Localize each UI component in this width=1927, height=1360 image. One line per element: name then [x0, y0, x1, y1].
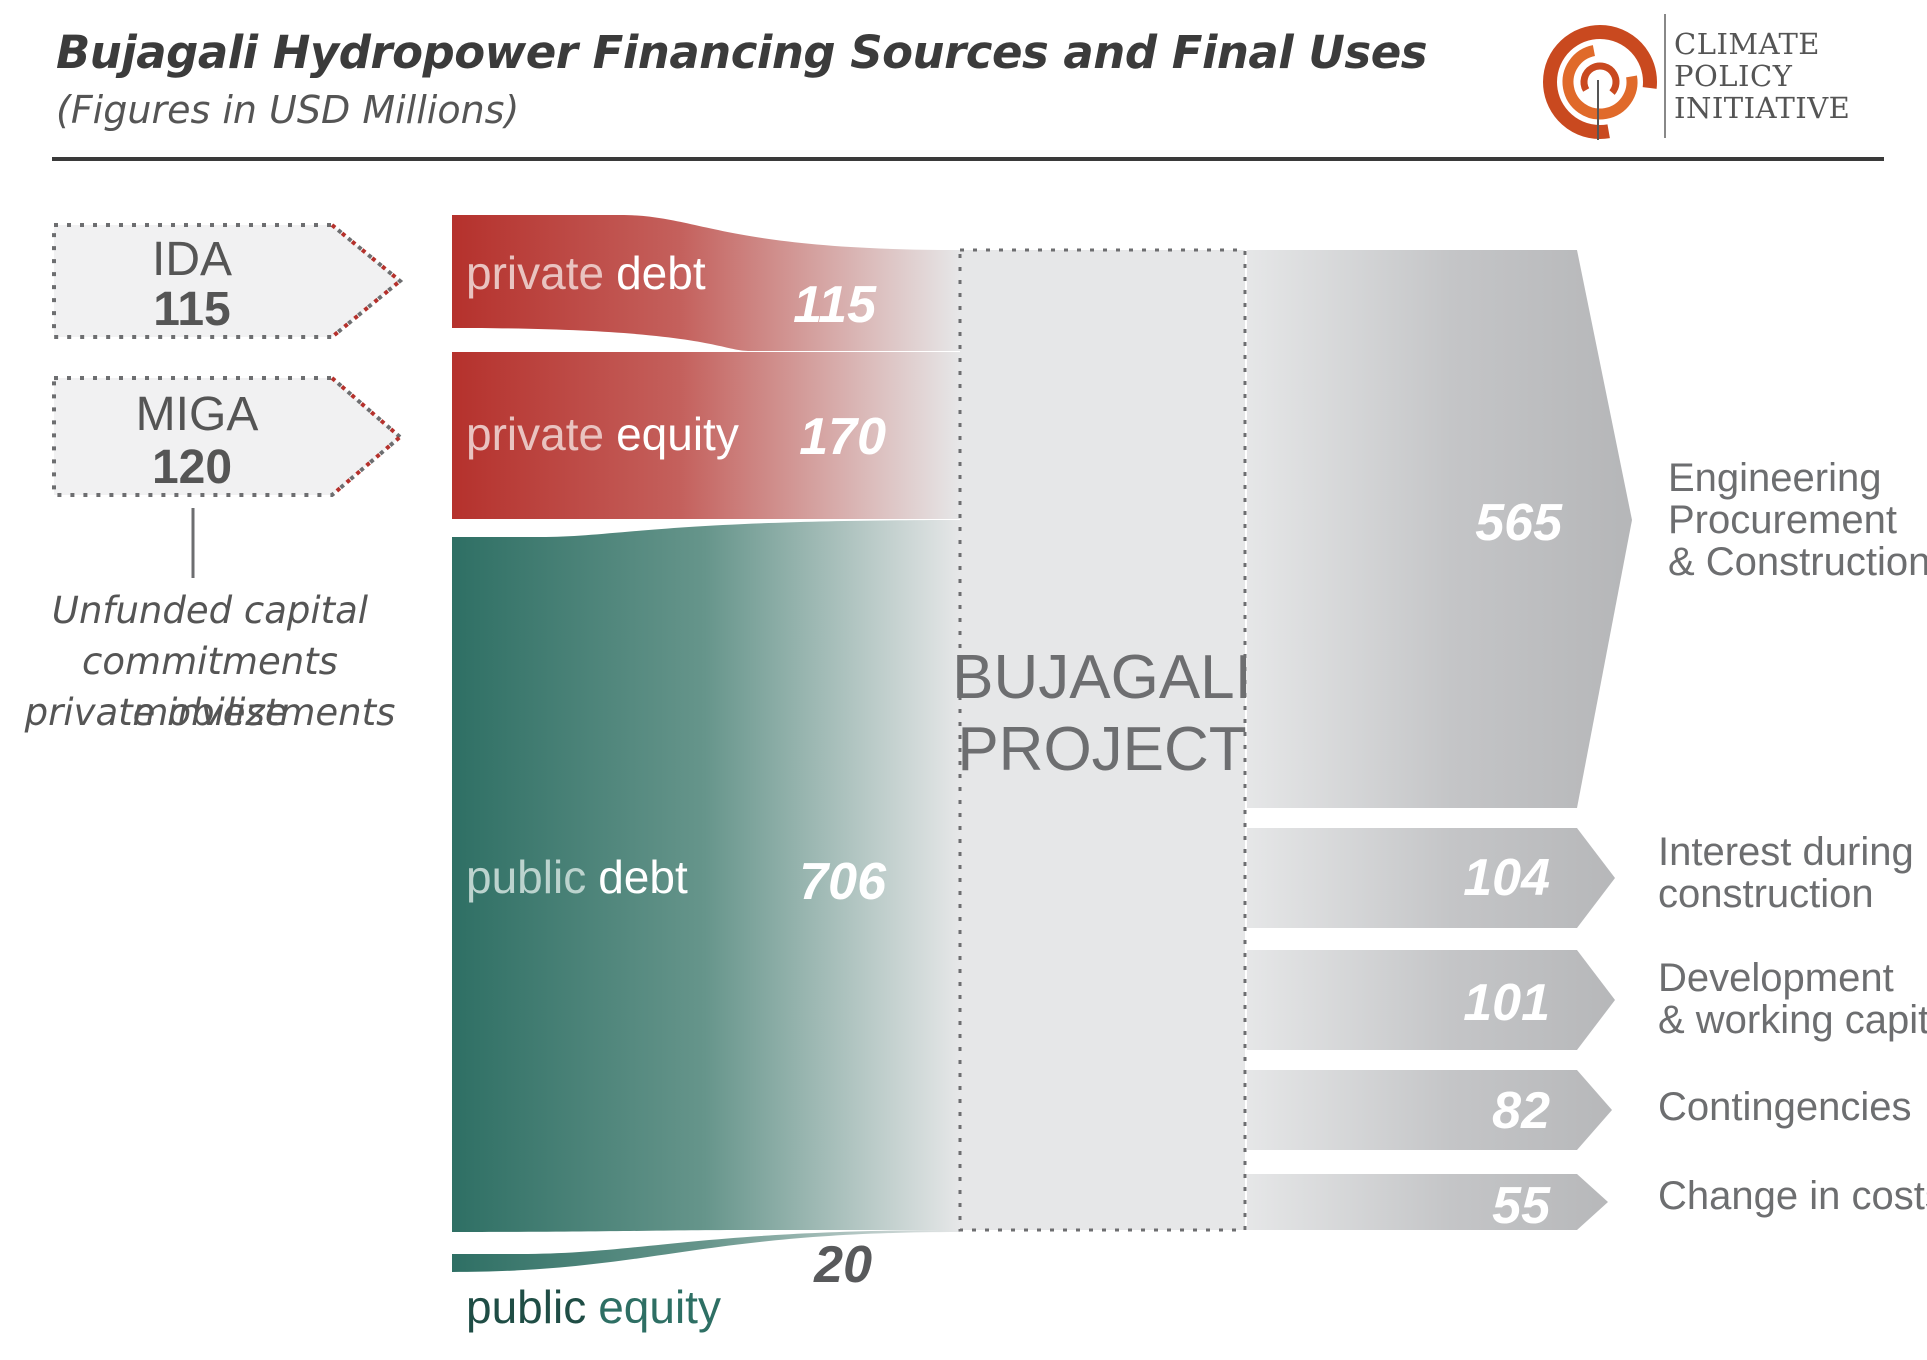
use-value-development: 101	[1463, 974, 1550, 1032]
use-label-line: Change in costs	[1658, 1174, 1927, 1218]
use-value-interest: 104	[1463, 849, 1550, 907]
guarantee-miga-box: MIGA 120	[52, 376, 404, 497]
guarantee-note-line: Unfunded capital	[51, 589, 369, 632]
source-value-private-debt: 115	[793, 276, 877, 334]
use-value-contingencies: 82	[1492, 1082, 1550, 1140]
use-value-epc: 565	[1475, 494, 1563, 552]
use-label-line: & working capital	[1658, 998, 1927, 1042]
source-flow-public-debt	[452, 520, 960, 1232]
guarantee-note-line: commitments mobilize	[82, 640, 338, 734]
climate-policy-initiative-logo: CLIMATE POLICY INITIATIVE	[1540, 14, 1860, 144]
use-label-line: construction	[1658, 872, 1874, 916]
use-label-line: & Construction	[1668, 540, 1927, 584]
project-label-line1: BUJAGALI	[952, 643, 1252, 712]
project-label-line2: PROJECT	[957, 715, 1246, 784]
source-label-public-debt: public debt	[466, 851, 688, 903]
logo-text-line: INITIATIVE	[1674, 91, 1851, 125]
guarantee-value: 120	[152, 441, 232, 494]
use-arrow-epc	[1247, 250, 1632, 808]
use-arrow-contingencies	[1247, 1070, 1612, 1150]
source-value-private-equity: 170	[799, 408, 886, 466]
guarantee-ida-box: IDA 115	[52, 223, 404, 339]
page-subtitle: (Figures in USD Millions)	[56, 88, 520, 132]
use-arrow-interest	[1247, 828, 1615, 928]
source-flow-private-equity	[452, 352, 960, 519]
use-label-line: Engineering	[1668, 456, 1882, 500]
logo-text-line: POLICY	[1674, 59, 1793, 93]
source-value-public-debt: 706	[799, 853, 887, 911]
use-arrow-development	[1247, 950, 1615, 1050]
guarantee-name: IDA	[152, 233, 232, 286]
use-arrow-change-in-costs	[1247, 1174, 1608, 1230]
use-label-line: Interest during	[1658, 830, 1914, 874]
use-value-change-in-costs: 55	[1492, 1177, 1551, 1235]
guarantee-name: MIGA	[136, 388, 259, 441]
logo-text-line: CLIMATE	[1674, 27, 1820, 61]
source-flow-private-debt	[452, 215, 960, 351]
use-label-line: Procurement	[1668, 498, 1897, 542]
source-value-public-equity: 20	[813, 1236, 872, 1294]
page-title: Bujagali Hydropower Financing Sources an…	[56, 26, 1428, 79]
guarantee-value: 115	[153, 283, 230, 336]
guarantee-note-line: private investments	[24, 691, 396, 734]
source-label-private-equity: private equity	[466, 408, 739, 460]
logo-divider	[1664, 14, 1666, 138]
spiral-logo-icon	[1543, 25, 1657, 140]
source-flow-public-equity	[452, 1230, 960, 1272]
source-label-public-equity: public equity	[466, 1281, 721, 1333]
source-label-private-debt: private debt	[466, 247, 706, 299]
use-label-line: Contingencies	[1658, 1085, 1912, 1129]
use-label-line: Development	[1658, 956, 1894, 1000]
project-box	[960, 250, 1245, 1230]
header-divider	[52, 157, 1884, 161]
